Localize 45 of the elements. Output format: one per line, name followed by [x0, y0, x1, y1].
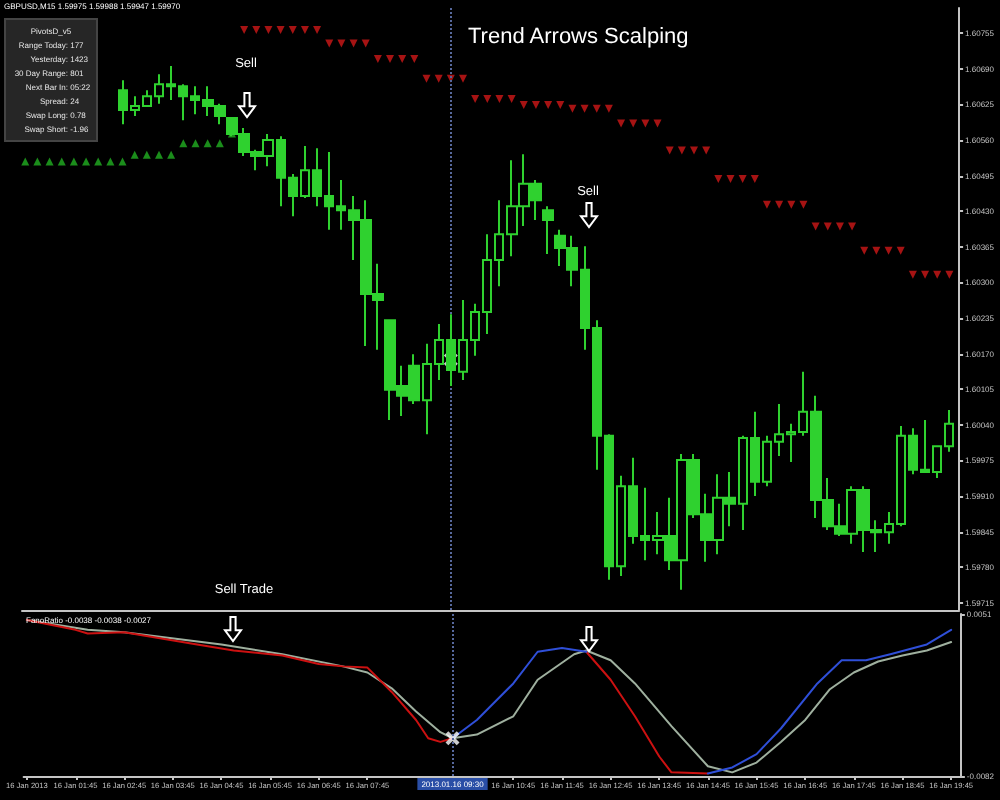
point [142, 150, 151, 159]
point [386, 54, 395, 63]
point [884, 246, 893, 255]
candlestick [542, 205, 554, 255]
point [726, 174, 735, 183]
point [799, 200, 808, 209]
point [118, 157, 127, 166]
point [908, 270, 917, 279]
point [422, 74, 431, 83]
point [495, 94, 504, 103]
point [544, 100, 553, 109]
point [702, 146, 711, 155]
point [191, 139, 200, 148]
point [155, 150, 163, 159]
point [604, 104, 613, 113]
point [45, 157, 54, 166]
point [762, 200, 771, 209]
point [738, 174, 747, 183]
point [921, 270, 930, 279]
line-series [25, 619, 953, 774]
point [483, 94, 492, 103]
point [471, 94, 480, 103]
point [410, 54, 419, 63]
point [300, 25, 309, 34]
point [580, 104, 589, 113]
point [665, 146, 674, 155]
point [531, 100, 540, 109]
point [130, 150, 139, 159]
point [276, 25, 285, 34]
text: Trend Arrows Scalping [468, 25, 689, 49]
point [568, 104, 577, 113]
point [690, 146, 699, 155]
point [458, 74, 467, 83]
point [349, 39, 358, 48]
point [313, 25, 322, 34]
point [398, 54, 407, 63]
point [507, 94, 516, 103]
point [714, 174, 723, 183]
point [373, 54, 382, 63]
point [677, 146, 686, 155]
point [653, 119, 662, 128]
point [264, 25, 273, 34]
point [240, 25, 249, 34]
point [82, 157, 91, 166]
point [167, 150, 176, 159]
